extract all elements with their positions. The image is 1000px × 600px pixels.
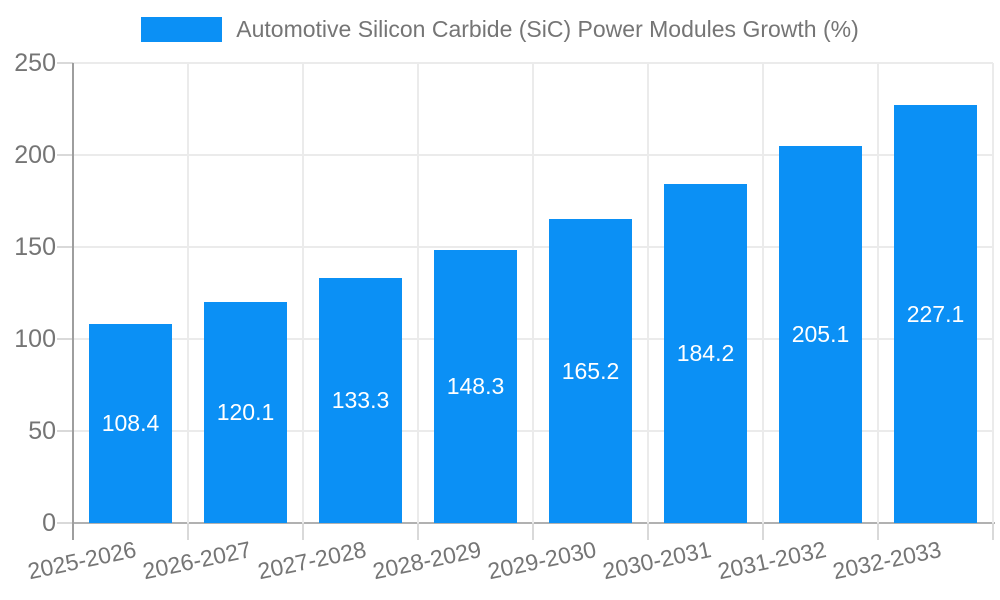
x-axis-tick-label: 2031-2032 <box>714 536 828 585</box>
bar-value-label: 133.3 <box>331 386 390 413</box>
x-axis-tick <box>877 523 879 540</box>
x-axis-tick <box>762 523 764 540</box>
x-gridline <box>187 63 189 523</box>
bar-value-label: 205.1 <box>791 320 850 347</box>
x-axis-tick <box>992 523 994 540</box>
bar-value-label: 165.2 <box>561 357 620 384</box>
bar-value-label: 148.3 <box>446 373 505 400</box>
x-gridline <box>532 63 534 523</box>
bar[interactable]: 108.4 <box>89 323 172 523</box>
x-axis-tick-label: 2030-2031 <box>599 536 713 585</box>
y-axis-tick <box>57 246 73 248</box>
bar[interactable]: 205.1 <box>779 145 862 523</box>
x-axis-label-anchor: 2032-2033 <box>718 536 943 584</box>
x-axis-line <box>73 522 995 524</box>
x-axis-label-anchor: 2031-2032 <box>603 536 828 584</box>
x-axis-tick-label: 2026-2027 <box>139 536 253 585</box>
x-axis-label-anchor: 2028-2029 <box>258 536 483 584</box>
legend-label: Automotive Silicon Carbide (SiC) Power M… <box>236 16 859 42</box>
x-axis-label-anchor: 2029-2030 <box>373 536 598 584</box>
y-axis-tick <box>57 154 73 156</box>
x-axis-tick <box>187 523 189 540</box>
bar[interactable]: 165.2 <box>549 219 632 523</box>
x-axis-tick-label: 2029-2030 <box>484 536 598 585</box>
y-axis-tick-label: 250 <box>14 49 56 77</box>
x-axis-tick <box>532 523 534 540</box>
y-axis-tick <box>57 62 73 64</box>
x-axis-tick-label: 2025-2026 <box>24 536 138 585</box>
legend-swatch <box>141 17 223 42</box>
bar[interactable]: 148.3 <box>434 250 517 523</box>
x-axis-tick-label: 2027-2028 <box>254 536 368 585</box>
y-axis-tick <box>57 338 73 340</box>
x-gridline <box>302 63 304 523</box>
x-axis-label-anchor: 2025-2026 <box>0 536 138 584</box>
y-axis-tick-label: 150 <box>14 233 56 261</box>
x-axis-label-anchor: 2027-2028 <box>143 536 368 584</box>
x-axis-label-anchor: 2026-2027 <box>28 536 253 584</box>
x-gridline <box>647 63 649 523</box>
x-axis-tick-label: 2028-2029 <box>369 536 483 585</box>
y-axis-tick-label: 200 <box>14 141 56 169</box>
x-gridline <box>992 63 994 523</box>
y-axis-tick <box>57 430 73 432</box>
x-axis-tick <box>417 523 419 540</box>
y-axis-tick-label: 50 <box>28 417 56 445</box>
x-gridline <box>417 63 419 523</box>
bar-value-label: 184.2 <box>676 340 735 367</box>
x-axis-label-anchor: 2030-2031 <box>488 536 713 584</box>
bar[interactable]: 227.1 <box>894 105 977 523</box>
x-axis-tick-label: 2032-2033 <box>829 536 943 585</box>
y-axis-tick <box>57 522 73 524</box>
bar-value-label: 227.1 <box>906 300 965 327</box>
x-gridline <box>762 63 764 523</box>
x-axis-tick <box>647 523 649 540</box>
y-axis-tick-label: 0 <box>42 509 56 537</box>
x-axis-tick <box>302 523 304 540</box>
y-axis-line <box>72 63 74 540</box>
legend-item[interactable]: Automotive Silicon Carbide (SiC) Power M… <box>0 16 1000 43</box>
bar-value-label: 108.4 <box>101 409 160 436</box>
bar-value-label: 120.1 <box>216 399 275 425</box>
y-axis-tick-label: 100 <box>14 325 56 353</box>
bar[interactable]: 133.3 <box>319 277 402 523</box>
bar[interactable]: 184.2 <box>664 184 747 523</box>
x-gridline <box>877 63 879 523</box>
bar[interactable]: 120.1 <box>204 302 287 523</box>
